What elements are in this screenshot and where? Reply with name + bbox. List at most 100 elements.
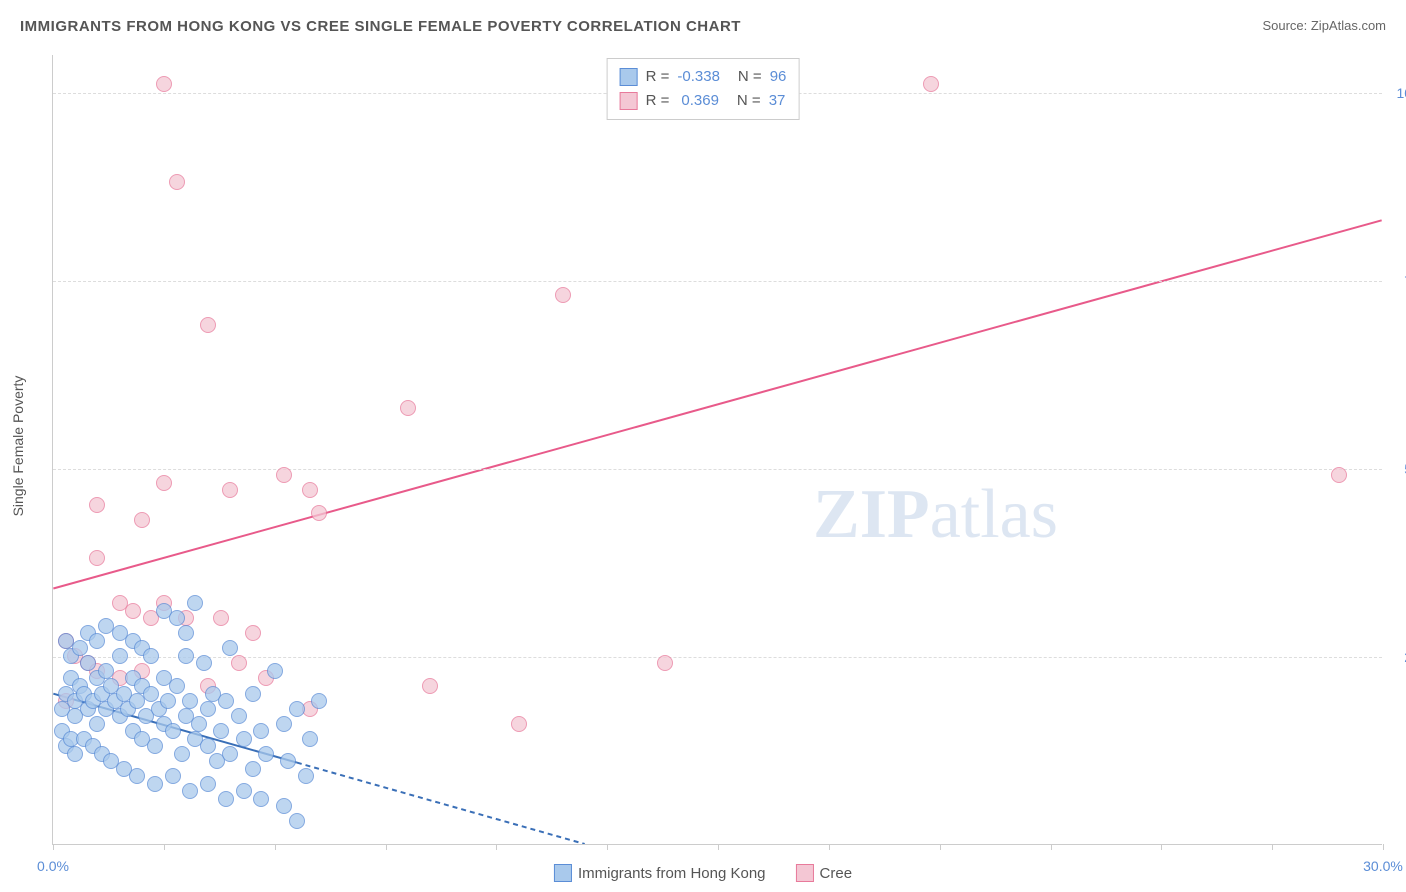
- data-point-pink: [200, 317, 216, 333]
- x-tick: [164, 844, 165, 850]
- chart-title: IMMIGRANTS FROM HONG KONG VS CREE SINGLE…: [20, 18, 741, 35]
- swatch-pink: [796, 864, 814, 882]
- data-point-blue: [191, 716, 207, 732]
- data-point-blue: [289, 813, 305, 829]
- data-point-blue: [182, 693, 198, 709]
- data-point-blue: [311, 693, 327, 709]
- n-label: N =: [738, 65, 762, 89]
- data-point-blue: [80, 655, 96, 671]
- scatter-plot-area: ZIPatlas 25.0%50.0%75.0%100.0%0.0%30.0%: [52, 55, 1382, 845]
- n-label: N =: [737, 89, 761, 113]
- data-point-blue: [253, 723, 269, 739]
- legend-item-blue: Immigrants from Hong Kong: [554, 864, 766, 882]
- data-point-blue: [222, 746, 238, 762]
- x-tick: [53, 844, 54, 850]
- gridline: [53, 281, 1382, 282]
- data-point-blue: [147, 738, 163, 754]
- data-point-blue: [89, 633, 105, 649]
- r-value-blue: -0.338: [677, 65, 720, 89]
- data-point-blue: [218, 693, 234, 709]
- x-tick: [1051, 844, 1052, 850]
- data-point-blue: [98, 663, 114, 679]
- data-point-blue: [302, 731, 318, 747]
- series-label-blue: Immigrants from Hong Kong: [578, 865, 766, 882]
- x-tick: [275, 844, 276, 850]
- data-point-blue: [178, 625, 194, 641]
- x-tick: [1272, 844, 1273, 850]
- x-tick: [496, 844, 497, 850]
- data-point-blue: [276, 798, 292, 814]
- data-point-pink: [276, 467, 292, 483]
- swatch-blue: [554, 864, 572, 882]
- data-point-blue: [178, 648, 194, 664]
- data-point-pink: [169, 174, 185, 190]
- data-point-blue: [213, 723, 229, 739]
- data-point-blue: [169, 610, 185, 626]
- series-label-pink: Cree: [820, 865, 853, 882]
- data-point-pink: [311, 505, 327, 521]
- x-tick: [829, 844, 830, 850]
- data-point-pink: [923, 76, 939, 92]
- data-point-blue: [245, 761, 261, 777]
- data-point-blue: [72, 640, 88, 656]
- n-value-blue: 96: [770, 65, 787, 89]
- correlation-legend: R = -0.338 N = 96 R = 0.369 N = 37: [607, 58, 800, 120]
- swatch-pink: [620, 92, 638, 110]
- r-value-pink: 0.369: [681, 89, 719, 113]
- data-point-blue: [147, 776, 163, 792]
- data-point-blue: [200, 701, 216, 717]
- x-tick-label: 30.0%: [1363, 858, 1403, 874]
- data-point-blue: [196, 655, 212, 671]
- data-point-blue: [298, 768, 314, 784]
- legend-row-blue: R = -0.338 N = 96: [620, 65, 787, 89]
- data-point-blue: [182, 783, 198, 799]
- source-attribution: Source: ZipAtlas.com: [1262, 18, 1386, 33]
- x-tick: [940, 844, 941, 850]
- swatch-blue: [620, 68, 638, 86]
- legend-row-pink: R = 0.369 N = 37: [620, 89, 787, 113]
- data-point-blue: [280, 753, 296, 769]
- data-point-blue: [169, 678, 185, 694]
- data-point-blue: [89, 716, 105, 732]
- x-tick: [718, 844, 719, 850]
- data-point-blue: [289, 701, 305, 717]
- data-point-pink: [422, 678, 438, 694]
- data-point-blue: [200, 776, 216, 792]
- data-point-blue: [143, 686, 159, 702]
- x-tick: [1383, 844, 1384, 850]
- r-label: R =: [646, 65, 670, 89]
- gridline: [53, 469, 1382, 470]
- data-point-pink: [245, 625, 261, 641]
- data-point-blue: [160, 693, 176, 709]
- legend-item-pink: Cree: [796, 864, 853, 882]
- data-point-pink: [657, 655, 673, 671]
- x-tick: [386, 844, 387, 850]
- data-point-blue: [165, 723, 181, 739]
- trend-lines: [53, 55, 1382, 844]
- watermark-atlas: atlas: [930, 476, 1058, 553]
- data-point-pink: [156, 76, 172, 92]
- data-point-blue: [187, 595, 203, 611]
- r-label: R =: [646, 89, 670, 113]
- data-point-pink: [156, 475, 172, 491]
- data-point-blue: [258, 746, 274, 762]
- data-point-pink: [555, 287, 571, 303]
- data-point-pink: [89, 497, 105, 513]
- y-axis-label: Single Female Poverty: [10, 376, 26, 517]
- gridline: [53, 657, 1382, 658]
- data-point-blue: [67, 746, 83, 762]
- data-point-blue: [129, 768, 145, 784]
- y-tick-label: 100.0%: [1397, 85, 1406, 101]
- watermark-zip: ZIP: [813, 476, 930, 553]
- data-point-blue: [174, 746, 190, 762]
- data-point-pink: [302, 482, 318, 498]
- x-tick: [607, 844, 608, 850]
- data-point-blue: [267, 663, 283, 679]
- data-point-pink: [134, 512, 150, 528]
- data-point-pink: [89, 550, 105, 566]
- data-point-blue: [236, 731, 252, 747]
- x-tick-label: 0.0%: [37, 858, 69, 874]
- data-point-pink: [1331, 467, 1347, 483]
- data-point-blue: [245, 686, 261, 702]
- data-point-pink: [125, 603, 141, 619]
